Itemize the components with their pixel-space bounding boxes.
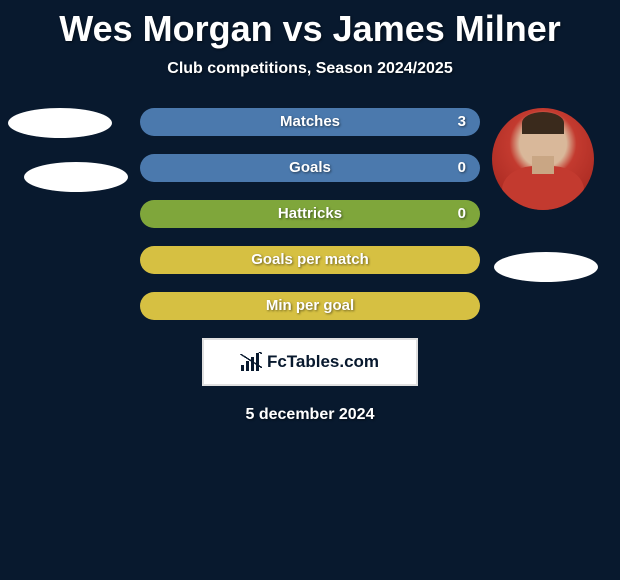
stat-row-goals: Goals 0: [140, 154, 480, 182]
stat-label: Goals per match: [140, 246, 480, 274]
stat-value: 0: [458, 154, 466, 182]
brand-text: FcTables.com: [267, 352, 379, 372]
page-title: Wes Morgan vs James Milner: [0, 0, 620, 50]
stat-row-min-per-goal: Min per goal: [140, 292, 480, 320]
stat-row-goals-per-match: Goals per match: [140, 246, 480, 274]
left-player-col: [8, 108, 118, 192]
brand-chart-icon: [241, 353, 263, 371]
comparison-content: Matches 3 Goals 0 Hattricks 0 Goals per …: [0, 108, 620, 424]
left-ellipse-1: [8, 108, 112, 138]
stat-label: Matches: [140, 108, 480, 136]
stat-row-matches: Matches 3: [140, 108, 480, 136]
stat-value: 0: [458, 200, 466, 228]
stat-label: Min per goal: [140, 292, 480, 320]
stat-label: Goals: [140, 154, 480, 182]
player-avatar: [492, 108, 594, 210]
right-ellipse-1: [494, 252, 598, 282]
right-player-col: [490, 108, 600, 282]
left-ellipse-2: [24, 162, 128, 192]
subtitle: Club competitions, Season 2024/2025: [0, 60, 620, 78]
brand-box: FcTables.com: [202, 338, 418, 386]
stat-value: 3: [458, 108, 466, 136]
date-text: 5 december 2024: [0, 406, 620, 424]
stat-label: Hattricks: [140, 200, 480, 228]
stat-bars: Matches 3 Goals 0 Hattricks 0 Goals per …: [140, 108, 480, 320]
stat-row-hattricks: Hattricks 0: [140, 200, 480, 228]
